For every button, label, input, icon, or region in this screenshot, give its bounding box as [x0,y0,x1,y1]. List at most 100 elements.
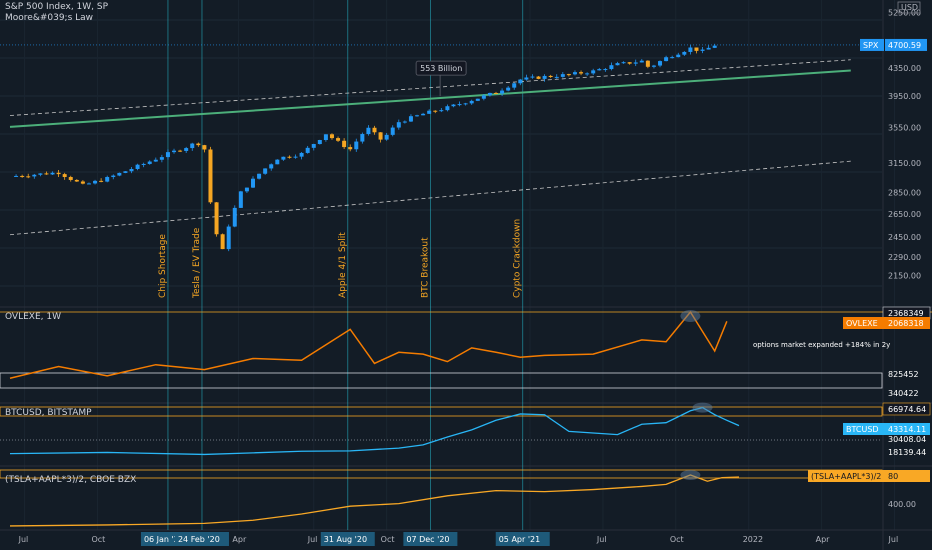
chart-header: S&P 500 Index, 1W, SP Moore&#039;s Law [5,2,108,24]
price-tick-label: 2850.00 [888,189,921,198]
candle-body [263,168,268,174]
candle-body [700,49,705,51]
candle-body [342,140,347,148]
candle-body [445,106,450,111]
candle-body [56,172,61,175]
btc-series-line [9,406,740,456]
candle-body [105,177,110,182]
x-event-tag-label: 06 Jan '20 [144,535,184,544]
candle-body [530,76,535,78]
candle-body [202,145,207,150]
btc-last-tag [883,423,930,435]
candle-body [372,127,377,133]
callout-box [415,60,467,76]
x-event-tag-label: 31 Aug '20 [324,535,367,544]
candle-body [670,57,675,59]
btc-high-tag [882,402,931,416]
x-event-tag [174,532,229,546]
x-axis-tick-label: Apr [232,535,247,544]
candle-body [451,104,456,107]
x-axis-tick-label: Jul [596,535,607,544]
event-label: Chip Shortage [158,234,168,298]
btc-mark-label: 30408.04 [888,435,926,444]
ovl-high-label: 2368349 [888,309,924,318]
price-tick-label: 2650.00 [888,210,921,219]
candle-body [536,76,541,79]
candle-body [633,62,638,64]
price-tick-label: 3150.00 [888,159,921,168]
candle-body [615,63,620,66]
candle-body [554,76,559,78]
ovl-pane-title: OVLEXE, 1W [5,312,61,322]
candle-body [44,173,49,175]
btc-high-label: 66974.64 [888,405,926,414]
candle-body [287,156,292,158]
candle-body [153,159,158,162]
candle-body [706,47,711,50]
x-axis-tick-label: Oct [381,535,395,544]
symbol-title[interactable]: S&P 500 Index, 1W, SP [5,2,109,12]
candle-body [500,90,505,94]
event-label: BTC Breakout [420,237,430,298]
candle-body [366,127,371,135]
candle-body [141,163,146,165]
candle-body [329,134,334,139]
x-event-tag [403,532,458,546]
candle-body [487,92,492,96]
indicator-title[interactable]: Moore&#039;s Law [5,13,94,23]
x-event-tag [495,532,550,546]
currency-badge-label: USD [901,3,918,12]
candle-body [257,173,262,179]
candle-body [117,172,122,176]
candle-body [251,178,255,188]
candle-body [68,177,73,180]
x-axis-tick-label: Jul [18,535,29,544]
candle-body [384,134,389,140]
candle-body [360,134,365,142]
candle-body [323,134,328,141]
candle-body [172,150,177,153]
candle-body [220,234,225,250]
candle-body [32,174,37,177]
candle-body [93,180,98,184]
ovl-symbol-label: OVLEXE [846,319,878,328]
candle-body [579,72,584,74]
candle-body [238,191,243,208]
candle-body [86,183,91,185]
candle-body [111,175,116,178]
ovl-symbol-tag [843,317,883,329]
candle-body [621,62,626,64]
candle-body [408,116,413,122]
candle-body [494,92,498,94]
btc-pane-title: BTCUSD, BITSTAMP [5,408,92,418]
candle-body [609,65,614,70]
candle-body [506,87,511,91]
candle-body [658,61,663,66]
btc-symbol-label: BTCUSD [846,425,879,434]
ovl-series-line [9,310,728,380]
candle-body [481,95,486,99]
ovl-mark-label: 825452 [888,370,919,379]
candle-body [26,176,31,178]
candle-body [190,143,195,149]
btc-mark-label: 18139.44 [888,448,926,457]
candle-body [244,187,249,192]
spx-value-label: 4700.59 [888,41,921,50]
candle-body [712,45,717,48]
candle-body [299,152,304,157]
candle-body [439,110,444,112]
candle-body [74,179,79,182]
ovl-range-box [0,372,883,389]
candle-body [99,180,104,182]
btc-high-box [0,406,883,417]
btc-last-label: 43314.11 [888,425,926,434]
x-event-tag-label: 07 Dec '20 [406,535,449,544]
tsla-symbol-label: (TSLA+AAPL*3)/2 [811,472,881,481]
price-tick-label: 4350.00 [888,64,921,73]
tsla-symbol-tag [808,470,883,482]
tsla-pane-title: (TSLA+AAPL*3)/2, CBOE BZX [5,475,136,485]
candle-body [585,73,590,75]
ovl-last-tag [883,317,930,329]
